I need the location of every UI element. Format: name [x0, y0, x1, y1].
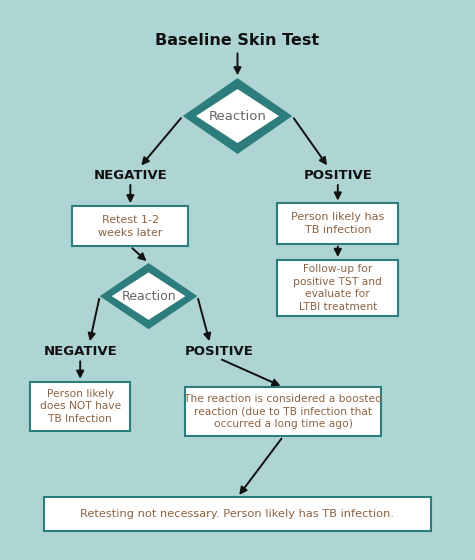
Text: NEGATIVE: NEGATIVE	[94, 169, 167, 181]
FancyBboxPatch shape	[72, 206, 189, 246]
Text: Retesting not necessary. Person likely has TB infection.: Retesting not necessary. Person likely h…	[80, 509, 395, 519]
Text: Baseline Skin Test: Baseline Skin Test	[155, 33, 320, 48]
Text: Follow-up for
positive TST and
evaluate for
LTBI treatment: Follow-up for positive TST and evaluate …	[294, 264, 382, 312]
FancyBboxPatch shape	[277, 203, 398, 244]
Text: NEGATIVE: NEGATIVE	[43, 345, 117, 358]
Polygon shape	[100, 263, 198, 329]
FancyBboxPatch shape	[185, 387, 381, 436]
Text: The reaction is considered a boosted
reaction (due to TB infection that
occurred: The reaction is considered a boosted rea…	[184, 394, 382, 429]
Text: POSITIVE: POSITIVE	[304, 169, 372, 181]
FancyBboxPatch shape	[277, 260, 398, 316]
Text: Retest 1-2
weeks later: Retest 1-2 weeks later	[98, 214, 162, 238]
FancyBboxPatch shape	[30, 381, 130, 431]
Polygon shape	[110, 271, 187, 321]
Polygon shape	[194, 88, 281, 144]
Text: Reaction: Reaction	[121, 290, 176, 302]
Text: Person likely
does NOT have
TB Infection: Person likely does NOT have TB Infection	[39, 389, 121, 424]
Polygon shape	[183, 78, 292, 154]
FancyBboxPatch shape	[44, 497, 431, 530]
Text: Reaction: Reaction	[209, 110, 266, 123]
Text: Person likely has
TB infection: Person likely has TB infection	[291, 212, 384, 235]
Text: POSITIVE: POSITIVE	[185, 345, 254, 358]
